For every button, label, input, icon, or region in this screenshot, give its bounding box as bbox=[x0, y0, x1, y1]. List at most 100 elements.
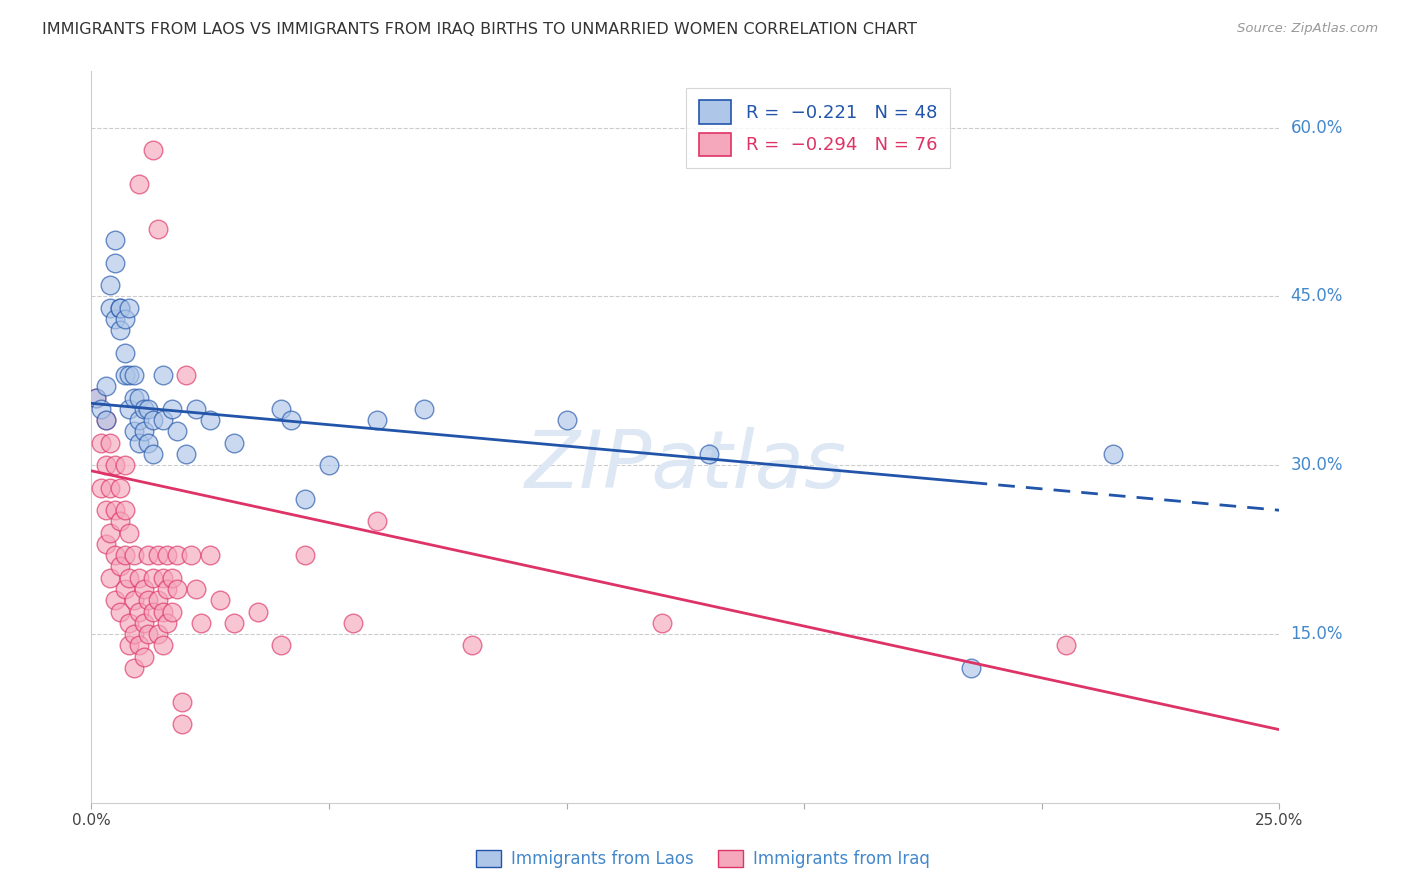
Point bbox=[294, 491, 316, 506]
Text: 45.0%: 45.0% bbox=[1291, 287, 1343, 305]
Point bbox=[100, 481, 122, 495]
Point bbox=[108, 605, 131, 619]
Point bbox=[142, 605, 165, 619]
Point bbox=[118, 401, 141, 416]
Point bbox=[208, 593, 231, 607]
Point bbox=[959, 661, 981, 675]
Point bbox=[166, 548, 188, 562]
Point bbox=[246, 605, 269, 619]
Point bbox=[318, 458, 340, 473]
Point bbox=[128, 571, 150, 585]
Point bbox=[114, 548, 136, 562]
Point bbox=[108, 301, 131, 315]
Point bbox=[94, 413, 117, 427]
Point bbox=[104, 255, 127, 269]
Point bbox=[114, 582, 136, 596]
Point bbox=[104, 593, 127, 607]
Point bbox=[122, 368, 145, 383]
Point bbox=[184, 582, 207, 596]
Point bbox=[142, 413, 165, 427]
Point bbox=[138, 593, 160, 607]
Point bbox=[90, 435, 112, 450]
Point bbox=[184, 401, 207, 416]
Point bbox=[84, 391, 107, 405]
Point bbox=[128, 413, 150, 427]
Point bbox=[108, 481, 131, 495]
Point bbox=[138, 401, 160, 416]
Point bbox=[118, 615, 141, 630]
Point bbox=[555, 413, 578, 427]
Point bbox=[114, 458, 136, 473]
Point bbox=[114, 312, 136, 326]
Point bbox=[460, 638, 482, 652]
Point bbox=[94, 458, 117, 473]
Point bbox=[108, 559, 131, 574]
Point bbox=[122, 661, 145, 675]
Point bbox=[94, 413, 117, 427]
Legend: R =  −0.221   N = 48, R =  −0.294   N = 76: R = −0.221 N = 48, R = −0.294 N = 76 bbox=[686, 87, 949, 169]
Point bbox=[342, 615, 364, 630]
Text: 15.0%: 15.0% bbox=[1291, 625, 1343, 643]
Point bbox=[166, 582, 188, 596]
Point bbox=[118, 638, 141, 652]
Text: IMMIGRANTS FROM LAOS VS IMMIGRANTS FROM IRAQ BIRTHS TO UNMARRIED WOMEN CORRELATI: IMMIGRANTS FROM LAOS VS IMMIGRANTS FROM … bbox=[42, 22, 917, 37]
Point bbox=[1054, 638, 1077, 652]
Text: Source: ZipAtlas.com: Source: ZipAtlas.com bbox=[1237, 22, 1378, 36]
Text: 30.0%: 30.0% bbox=[1291, 456, 1343, 475]
Point bbox=[118, 571, 141, 585]
Point bbox=[160, 571, 183, 585]
Point bbox=[122, 627, 145, 641]
Point bbox=[156, 548, 179, 562]
Text: 60.0%: 60.0% bbox=[1291, 119, 1343, 136]
Point bbox=[166, 425, 188, 439]
Point bbox=[138, 435, 160, 450]
Point bbox=[142, 571, 165, 585]
Point bbox=[146, 548, 169, 562]
Point bbox=[697, 447, 720, 461]
Point bbox=[156, 582, 179, 596]
Point bbox=[366, 515, 388, 529]
Point bbox=[104, 503, 127, 517]
Point bbox=[180, 548, 202, 562]
Point bbox=[100, 301, 122, 315]
Point bbox=[128, 391, 150, 405]
Point bbox=[118, 368, 141, 383]
Point bbox=[280, 413, 302, 427]
Point bbox=[122, 548, 145, 562]
Point bbox=[366, 413, 388, 427]
Point bbox=[170, 717, 193, 731]
Point bbox=[128, 177, 150, 191]
Point bbox=[128, 605, 150, 619]
Point bbox=[152, 571, 174, 585]
Point bbox=[294, 548, 316, 562]
Point bbox=[152, 413, 174, 427]
Point bbox=[122, 425, 145, 439]
Point bbox=[160, 605, 183, 619]
Point bbox=[132, 649, 155, 664]
Point bbox=[128, 638, 150, 652]
Point bbox=[118, 301, 141, 315]
Point bbox=[100, 435, 122, 450]
Point bbox=[114, 368, 136, 383]
Point bbox=[176, 368, 198, 383]
Point bbox=[108, 323, 131, 337]
Point bbox=[1102, 447, 1125, 461]
Point bbox=[190, 615, 212, 630]
Point bbox=[94, 379, 117, 393]
Point bbox=[104, 233, 127, 247]
Point bbox=[84, 391, 107, 405]
Point bbox=[176, 447, 198, 461]
Point bbox=[170, 694, 193, 708]
Point bbox=[104, 548, 127, 562]
Point bbox=[128, 435, 150, 450]
Point bbox=[104, 458, 127, 473]
Point bbox=[222, 615, 245, 630]
Point bbox=[114, 345, 136, 359]
Point bbox=[146, 593, 169, 607]
Point bbox=[104, 312, 127, 326]
Legend: Immigrants from Laos, Immigrants from Iraq: Immigrants from Laos, Immigrants from Ir… bbox=[470, 843, 936, 875]
Point bbox=[142, 143, 165, 157]
Point bbox=[413, 401, 436, 416]
Point bbox=[122, 593, 145, 607]
Point bbox=[160, 401, 183, 416]
